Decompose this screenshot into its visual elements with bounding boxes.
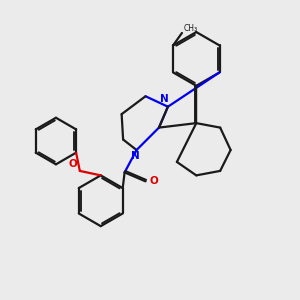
Text: O: O [149,176,158,186]
Text: N: N [160,94,169,104]
Text: CH₃: CH₃ [184,24,198,33]
Text: N: N [131,152,140,161]
Text: O: O [68,159,77,170]
